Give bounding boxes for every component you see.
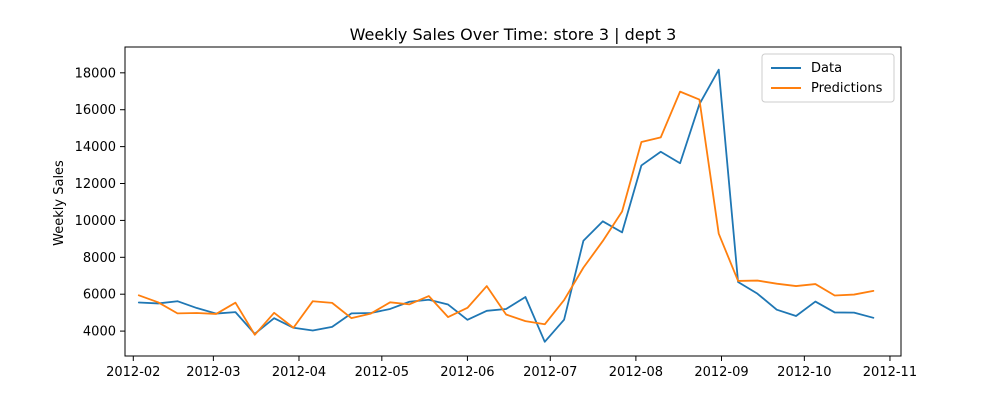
y-tick-label: 18000 [75,66,116,81]
axes: 2012-02 2012-03 2012-04 2012-05 2012-06 2012-… [75,66,917,380]
chart-title: Weekly Sales Over Time: store 3 | dept 3 [350,25,677,44]
y-axis-label: Weekly Sales [52,160,67,246]
y-tick-label: 8000 [83,251,116,266]
y-tick-label: 10000 [75,214,116,229]
plot-area [137,68,875,343]
x-tick-label: 2012-07 [523,365,577,380]
legend-data-label: Data [811,61,842,76]
series-line-data [137,68,875,343]
y-tick-label: 16000 [75,103,116,118]
legend-predictions-label: Predictions [811,81,883,96]
x-tick-label: 2012-04 [272,365,326,380]
y-tick-label: 6000 [83,288,116,303]
legend: Data Predictions [761,53,895,103]
x-tick-label: 2012-03 [186,365,240,380]
series-line-predictions [137,90,875,336]
x-tick-label: 2012-05 [355,365,409,380]
x-tick-label: 2012-11 [863,365,917,380]
x-tick-label: 2012-08 [609,365,663,380]
y-tick-label: 12000 [75,177,116,192]
x-tick-label: 2012-06 [440,365,494,380]
x-tick-label: 2012-02 [106,365,160,380]
legend-box [761,53,895,103]
y-tick-label: 4000 [83,325,116,340]
plot-frame [124,46,902,357]
y-tick-label: 14000 [75,140,116,155]
x-tick-label: 2012-10 [777,365,831,380]
x-tick-label: 2012-09 [694,365,748,380]
